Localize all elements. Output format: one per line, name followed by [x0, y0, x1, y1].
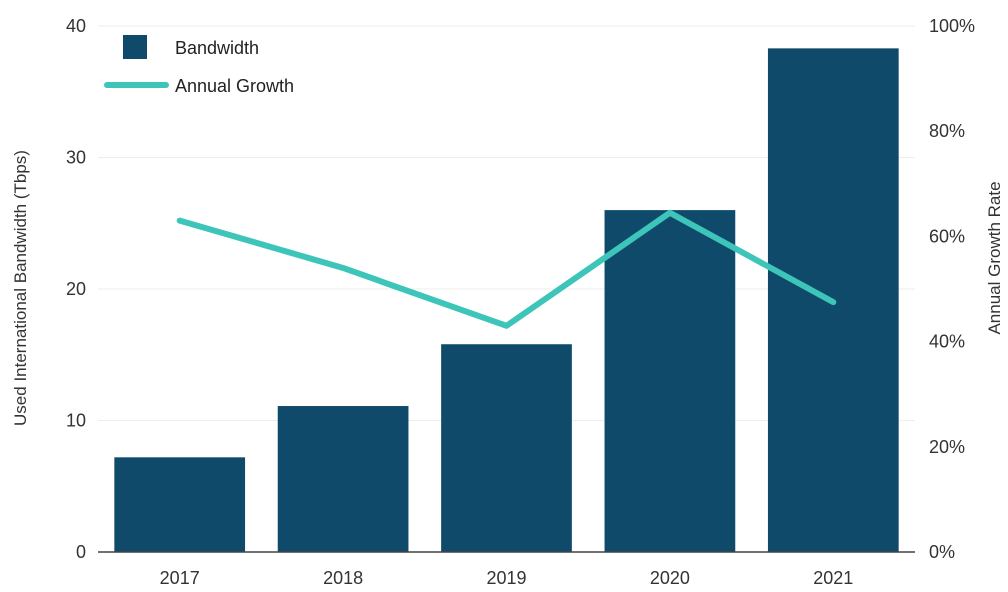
y-tick-label-right: 0% — [929, 542, 955, 562]
legend: Bandwidth Annual Growth — [104, 35, 294, 96]
y-tick-label-right: 20% — [929, 437, 965, 457]
bar-2019 — [441, 344, 572, 552]
growth-line-group — [176, 209, 837, 329]
y-tick-label-left: 20 — [66, 279, 86, 299]
x-tick-label: 2018 — [323, 568, 363, 588]
x-tick-label: 2019 — [486, 568, 526, 588]
x-tick-label: 2017 — [160, 568, 200, 588]
y-tick-label-right: 100% — [929, 16, 975, 36]
bars — [114, 48, 899, 552]
y-tick-label-left: 0 — [76, 542, 86, 562]
y-tick-label-right: 60% — [929, 226, 965, 246]
y-tick-label-left: 40 — [66, 16, 86, 36]
y-axis-title-left: Used International Bandwidth (Tbps) — [11, 150, 30, 426]
x-tick-label: 2021 — [813, 568, 853, 588]
y-tick-label-left: 30 — [66, 148, 86, 168]
legend-swatch-bandwidth — [123, 35, 147, 59]
legend-label-bandwidth: Bandwidth — [175, 38, 259, 58]
x-tick-label: 2020 — [650, 568, 690, 588]
y-tick-label-right: 80% — [929, 121, 965, 141]
bar-2020 — [604, 210, 736, 552]
bar-2017 — [114, 457, 246, 552]
legend-label-growth: Annual Growth — [175, 76, 294, 96]
y-tick-label-left: 10 — [66, 411, 86, 431]
y-axis-title-right: Annual Growth Rate — [985, 181, 1004, 334]
axes: 2017 2018 2019 2020 2021 0 10 20 30 40 0% 20% 40% 60%… — [66, 16, 975, 588]
y-tick-label-right: 40% — [929, 332, 965, 352]
bar-2018 — [277, 406, 409, 552]
